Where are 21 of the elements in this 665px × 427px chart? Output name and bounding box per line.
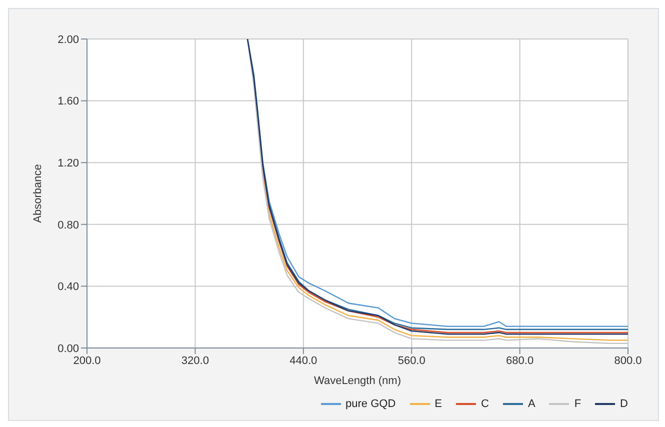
legend-label: pure GQD	[346, 398, 396, 410]
y-tick-label: 0.40	[58, 281, 79, 294]
y-tick-label: 1.60	[58, 96, 79, 108]
legend-label: F	[574, 398, 582, 410]
legend-label: E	[434, 398, 442, 410]
y-tick-label: 0.80	[58, 219, 79, 232]
y-tick-label: 2.00	[58, 34, 79, 46]
x-tick-label: 560.0	[398, 354, 426, 367]
y-tick-label: 0.00	[58, 342, 79, 355]
line-series	[262, 166, 628, 334]
x-tick-label: 200.0	[73, 354, 101, 367]
x-tick-label: 440.0	[290, 354, 318, 367]
legend-label: D	[620, 398, 628, 410]
legend-label: A	[528, 398, 536, 410]
x-axis-title: WaveLength (nm)	[314, 375, 402, 387]
y-axis-title: Absorbance	[32, 164, 44, 223]
x-tick-label: 320.0	[181, 354, 209, 367]
x-tick-label: 680.0	[506, 354, 534, 367]
y-tick-label: 1.20	[58, 158, 79, 170]
legend-label: C	[481, 398, 489, 410]
x-tick-label: 800.0	[614, 354, 642, 367]
